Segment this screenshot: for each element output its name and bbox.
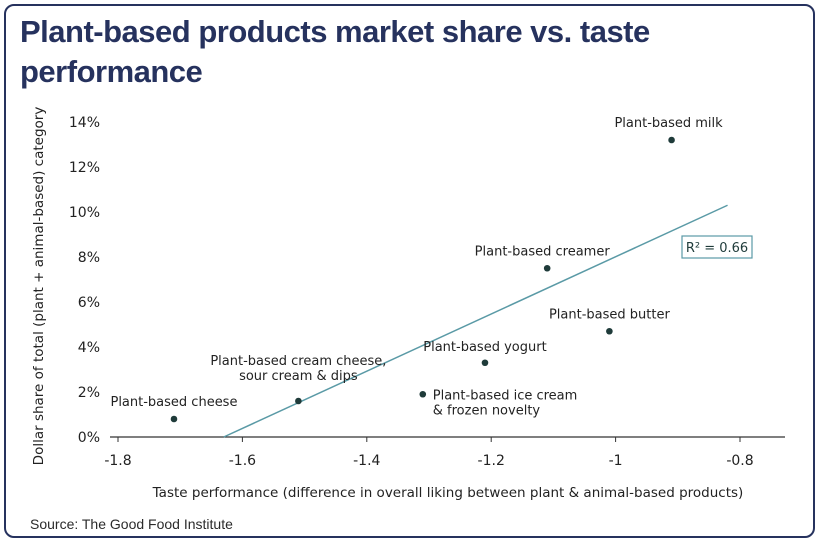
data-point (543, 264, 551, 272)
data-point (170, 415, 178, 423)
y-axis-label: Dollar share of total (plant + animal-ba… (31, 107, 47, 466)
point-label: Plant-based creamer (475, 244, 611, 259)
y-tick-label: 8% (78, 250, 100, 266)
y-tick-label: 0% (78, 430, 100, 446)
point-label: Plant-based yogurt (423, 340, 546, 355)
chart-title: Plant-based products market share vs. ta… (20, 14, 650, 89)
point-labels: Plant-based milk Plant-based creamer Plant… (110, 116, 723, 418)
point-label: Plant-based ice cream & frozen novelty (433, 388, 578, 418)
x-tick-label: -0.8 (726, 453, 753, 469)
trend-line (223, 204, 728, 438)
data-point (419, 390, 427, 398)
point-label: Plant-based butter (549, 307, 671, 322)
data-point (295, 397, 302, 405)
x-tick-label: -1.2 (478, 453, 505, 469)
y-tick-label: 14% (69, 115, 100, 131)
chart-card (4, 4, 815, 538)
y-tick-label: 6% (78, 295, 100, 311)
x-axis-label: Taste performance (difference in overall… (152, 485, 744, 501)
point-label: Plant-based milk (614, 116, 723, 131)
data-point (668, 136, 675, 144)
x-axis-ticks: -1.8 -1.6 -1.4 -1.2 -1 -0.8 (104, 437, 754, 469)
r-squared-annotation: R² = 0.66 (681, 235, 753, 259)
point-label: Plant-based cheese (110, 395, 237, 410)
r-squared-label: R² = 0.66 (686, 241, 748, 256)
data-point (481, 359, 489, 367)
point-label: Plant-based cream cheese, sour cream & di… (210, 354, 386, 384)
data-points (170, 136, 675, 423)
x-tick-label: -1.4 (353, 453, 380, 469)
x-tick-label: -1.8 (104, 453, 131, 469)
y-axis-ticks: 0% 2% 4% 6% 8% 10% 12% 14% (69, 115, 100, 446)
r-squared-box (681, 235, 753, 259)
data-point (606, 327, 613, 335)
y-tick-label: 10% (69, 205, 100, 221)
y-tick-label: 12% (69, 160, 100, 176)
y-tick-label: 4% (78, 340, 100, 356)
source-note: Source: The Good Food Institute (30, 516, 233, 532)
x-tick-label: -1.6 (229, 453, 256, 469)
x-tick-label: -1 (609, 453, 623, 469)
y-tick-label: 2% (78, 385, 100, 401)
